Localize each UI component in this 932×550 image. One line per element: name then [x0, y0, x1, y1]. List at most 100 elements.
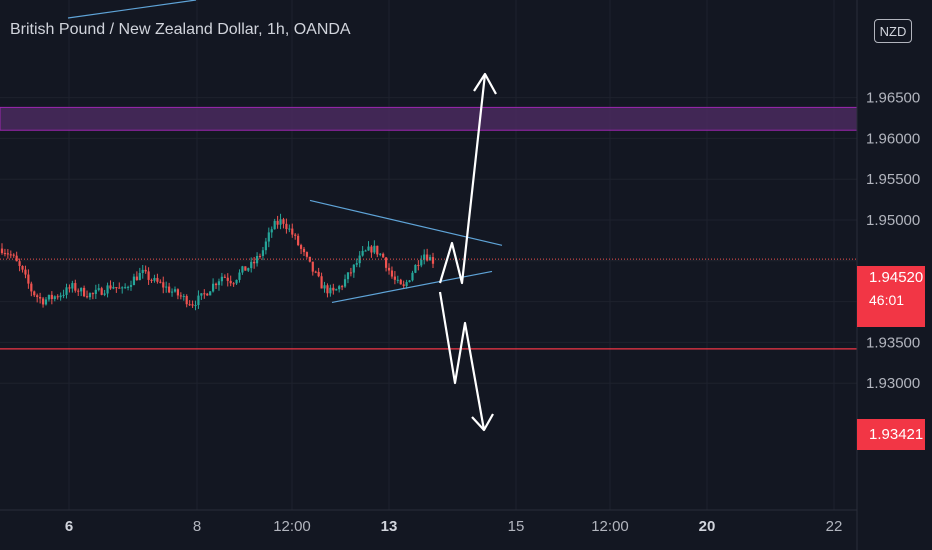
candle[interactable]: [6, 249, 9, 259]
candle[interactable]: [65, 283, 68, 299]
candle[interactable]: [191, 300, 194, 308]
candle[interactable]: [12, 253, 15, 258]
candle[interactable]: [253, 256, 256, 269]
candle[interactable]: [56, 294, 59, 300]
candle[interactable]: [232, 282, 235, 287]
candle[interactable]: [9, 250, 12, 259]
candle[interactable]: [393, 271, 396, 285]
candle[interactable]: [423, 249, 426, 265]
candle[interactable]: [267, 227, 270, 248]
candle[interactable]: [305, 251, 309, 259]
candle[interactable]: [103, 289, 106, 297]
candle[interactable]: [235, 279, 238, 285]
candle[interactable]: [282, 217, 285, 229]
candle[interactable]: [153, 274, 156, 283]
currency-badge[interactable]: NZD: [874, 19, 912, 43]
candle[interactable]: [206, 292, 209, 296]
candle[interactable]: [332, 283, 335, 295]
candle[interactable]: [115, 287, 118, 293]
candle[interactable]: [244, 266, 247, 271]
candle[interactable]: [179, 292, 182, 300]
candle[interactable]: [77, 288, 80, 296]
candle[interactable]: [97, 283, 100, 292]
candle[interactable]: [314, 270, 317, 274]
candle[interactable]: [203, 289, 206, 299]
candle[interactable]: [168, 282, 171, 294]
candle[interactable]: [349, 267, 353, 277]
breakdown-down-arrow[interactable]: [438, 291, 494, 432]
candle[interactable]: [376, 245, 379, 258]
candle[interactable]: [135, 271, 138, 281]
candle[interactable]: [132, 273, 136, 286]
candle[interactable]: [24, 265, 27, 279]
candle[interactable]: [173, 286, 177, 293]
candle[interactable]: [121, 286, 124, 294]
candle[interactable]: [399, 278, 402, 285]
candle[interactable]: [150, 278, 153, 284]
candle[interactable]: [156, 273, 159, 284]
candle[interactable]: [355, 258, 358, 268]
candle[interactable]: [379, 252, 382, 257]
candle[interactable]: [80, 287, 83, 297]
candle[interactable]: [112, 281, 115, 290]
candle[interactable]: [74, 279, 77, 293]
candle[interactable]: [30, 281, 33, 297]
candle[interactable]: [220, 272, 223, 286]
candle[interactable]: [15, 251, 18, 262]
candle[interactable]: [326, 283, 329, 298]
candle[interactable]: [294, 233, 297, 240]
candle[interactable]: [27, 269, 30, 289]
candle[interactable]: [39, 292, 42, 304]
candle[interactable]: [238, 269, 241, 283]
candle[interactable]: [82, 285, 86, 298]
candle[interactable]: [165, 281, 168, 293]
candle[interactable]: [71, 280, 74, 293]
candle[interactable]: [141, 264, 144, 279]
candle[interactable]: [53, 295, 56, 302]
candle[interactable]: [373, 240, 376, 255]
candle[interactable]: [188, 300, 191, 306]
candle[interactable]: [41, 296, 45, 308]
candle[interactable]: [88, 292, 92, 300]
candle[interactable]: [291, 223, 294, 238]
candle[interactable]: [387, 263, 391, 275]
resistance-zone[interactable]: [0, 106, 858, 131]
candle[interactable]: [335, 288, 338, 291]
candle[interactable]: [264, 237, 267, 255]
candle[interactable]: [50, 291, 53, 305]
candle[interactable]: [358, 251, 361, 268]
candle[interactable]: [329, 284, 332, 297]
candle[interactable]: [297, 233, 300, 247]
candle[interactable]: [258, 253, 262, 259]
candle[interactable]: [285, 218, 288, 234]
candle[interactable]: [317, 267, 320, 278]
candle[interactable]: [59, 292, 62, 301]
time-axis[interactable]: 6 8 12:00 13 15 12:00 20 22: [0, 509, 857, 535]
candle[interactable]: [129, 280, 133, 291]
candle[interactable]: [431, 252, 435, 269]
candle[interactable]: [396, 275, 399, 284]
candle[interactable]: [109, 280, 112, 290]
candle[interactable]: [170, 288, 174, 297]
candle[interactable]: [302, 246, 306, 256]
candle[interactable]: [276, 215, 279, 229]
candle[interactable]: [229, 275, 232, 287]
candle[interactable]: [226, 273, 229, 287]
candle[interactable]: [405, 279, 408, 289]
candle[interactable]: [147, 267, 150, 285]
candle[interactable]: [402, 280, 405, 289]
candle[interactable]: [279, 213, 282, 230]
candle[interactable]: [62, 289, 65, 299]
candle[interactable]: [247, 267, 250, 273]
candle[interactable]: [367, 241, 370, 251]
candle[interactable]: [0, 243, 4, 255]
candle[interactable]: [124, 283, 127, 289]
candle[interactable]: [428, 254, 432, 261]
candle[interactable]: [311, 261, 314, 276]
candle[interactable]: [341, 284, 344, 291]
candle[interactable]: [417, 260, 420, 271]
candle[interactable]: [250, 257, 253, 273]
candle[interactable]: [3, 248, 7, 257]
candle[interactable]: [159, 279, 162, 284]
